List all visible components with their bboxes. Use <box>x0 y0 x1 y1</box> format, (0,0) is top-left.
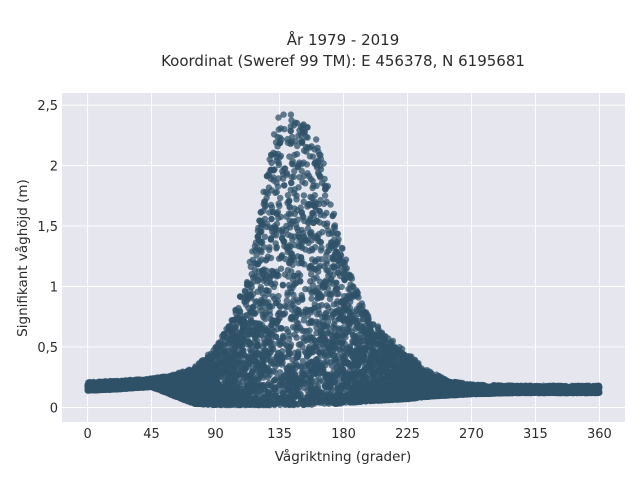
data-point <box>302 285 309 293</box>
data-point <box>300 192 308 199</box>
data-point <box>287 111 295 118</box>
data-point <box>314 144 321 151</box>
data-point <box>284 231 292 238</box>
data-point <box>317 247 325 254</box>
data-point <box>308 271 315 278</box>
data-point <box>313 136 320 143</box>
data-point <box>327 359 334 366</box>
data-point <box>298 167 305 175</box>
chart-title-line2: Koordinat (Sweref 99 TM): E 456378, N 61… <box>161 52 525 70</box>
data-points <box>84 111 603 409</box>
data-point <box>300 172 308 180</box>
data-point <box>308 295 315 302</box>
data-point <box>320 200 328 208</box>
data-point <box>286 153 293 160</box>
data-point <box>268 159 275 167</box>
data-point <box>277 194 284 202</box>
data-point <box>284 192 292 199</box>
data-point <box>282 302 289 309</box>
data-point <box>241 287 249 294</box>
data-point <box>291 168 298 175</box>
data-point <box>374 323 382 330</box>
data-point <box>276 369 284 376</box>
data-point <box>331 317 339 324</box>
chart-title-line1: År 1979 - 2019 <box>287 30 400 49</box>
data-point <box>275 175 282 182</box>
data-point <box>309 177 316 185</box>
